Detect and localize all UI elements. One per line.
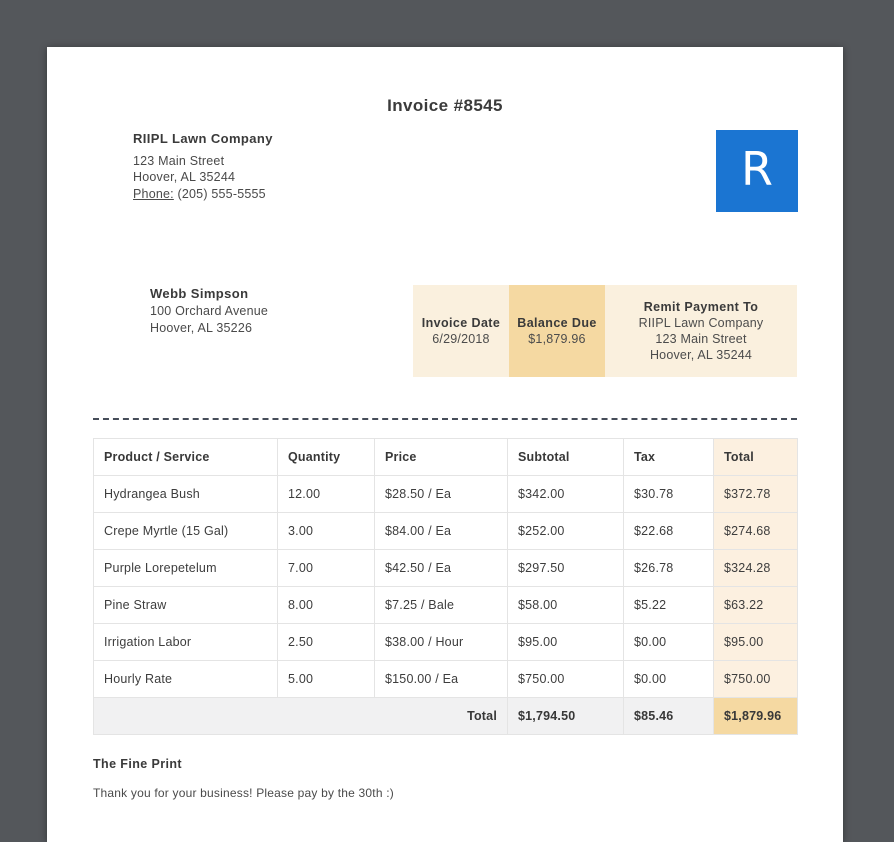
remit-address-line1: 123 Main Street xyxy=(655,332,747,346)
table-cell: Irrigation Labor xyxy=(93,623,278,661)
phone-label: Phone: xyxy=(133,186,174,201)
customer-block: Webb Simpson 100 Orchard Avenue Hoover, … xyxy=(150,285,268,338)
table-cell: $58.00 xyxy=(507,586,624,624)
table-cell: 7.00 xyxy=(277,549,375,587)
table-row: Crepe Myrtle (15 Gal) 3.00 $84.00 / Ea $252… xyxy=(93,512,798,550)
table-cell: $0.00 xyxy=(623,623,714,661)
remit-payment-section: Remit Payment To RIIPL Lawn Company 123 … xyxy=(605,285,797,377)
table-total-row: Total $1,794.50 $85.46 $1,879.96 xyxy=(93,697,798,735)
table-cell: $42.50 / Ea xyxy=(374,549,508,587)
table-cell: $372.78 xyxy=(713,475,798,513)
company-address-line1: 123 Main Street xyxy=(133,153,225,168)
remit-name: RIIPL Lawn Company xyxy=(638,316,764,330)
header-price: Price xyxy=(374,438,508,476)
table-body: Hydrangea Bush 12.00 $28.50 / Ea $342.00 $30… xyxy=(93,475,798,698)
logo-letter: R xyxy=(741,142,773,196)
company-address-line2: Hoover, AL 35244 xyxy=(133,170,236,184)
table-cell: $84.00 / Ea xyxy=(374,512,508,550)
table-cell: $7.25 / Bale xyxy=(374,586,508,624)
fine-print-title: The Fine Print xyxy=(93,757,182,771)
table-cell: 12.00 xyxy=(277,475,375,513)
header-tax: Tax xyxy=(623,438,714,476)
table-row: Hourly Rate 5.00 $150.00 / Ea $750.00 $0.00 $… xyxy=(93,660,798,698)
table-cell: 5.00 xyxy=(277,660,375,698)
table-cell: 2.50 xyxy=(277,623,375,661)
table-cell: $297.50 xyxy=(507,549,624,587)
balance-due-section: Balance Due $1,879.96 xyxy=(509,285,605,377)
total-row-label: Total xyxy=(93,697,508,735)
invoice-page: Invoice #8545 RIIPL Lawn Company 123 Mai… xyxy=(47,47,843,842)
table-cell: $95.00 xyxy=(713,623,798,661)
balance-due-label: Balance Due xyxy=(517,316,597,330)
invoice-date-section: Invoice Date 6/29/2018 xyxy=(413,285,509,377)
company-block: RIIPL Lawn Company 123 Main Street Hoove… xyxy=(133,131,273,203)
table-cell: Hourly Rate xyxy=(93,660,278,698)
table-cell: Hydrangea Bush xyxy=(93,475,278,513)
table-row: Irrigation Labor 2.50 $38.00 / Hour $95.00 $… xyxy=(93,623,798,661)
table-header-row: Product / Service Quantity Price Subtota… xyxy=(93,438,798,476)
table-cell: 8.00 xyxy=(277,586,375,624)
customer-address-line1: 100 Orchard Avenue xyxy=(150,303,269,318)
grand-total-value: $1,879.96 xyxy=(713,697,798,735)
table-cell: $252.00 xyxy=(507,512,624,550)
phone-number: (205) 555-5555 xyxy=(177,186,266,201)
table-cell: $750.00 xyxy=(713,660,798,698)
table-cell: $5.22 xyxy=(623,586,714,624)
table-cell: $95.00 xyxy=(507,623,624,661)
table-cell: $30.78 xyxy=(623,475,714,513)
table-cell: $63.22 xyxy=(713,586,798,624)
balance-due-value: $1,879.96 xyxy=(528,332,586,346)
table-cell: $342.00 xyxy=(507,475,624,513)
customer-name: Webb Simpson xyxy=(150,286,249,301)
table-cell: $750.00 xyxy=(507,660,624,698)
table-row: Pine Straw 8.00 $7.25 / Bale $58.00 $5.22 $63… xyxy=(93,586,798,624)
invoice-summary-box: Invoice Date 6/29/2018 Balance Due $1,87… xyxy=(413,285,797,377)
remit-label: Remit Payment To xyxy=(643,300,759,314)
invoice-date-label: Invoice Date xyxy=(421,316,501,330)
table-cell: Crepe Myrtle (15 Gal) xyxy=(93,512,278,550)
header-product-service: Product / Service xyxy=(93,438,278,476)
table-cell: $28.50 / Ea xyxy=(374,475,508,513)
customer-address-line2: Hoover, AL 35226 xyxy=(150,321,253,335)
table-cell: $38.00 / Hour xyxy=(374,623,508,661)
total-subtotal-value: $1,794.50 xyxy=(507,697,624,735)
table-cell: $150.00 / Ea xyxy=(374,660,508,698)
table-row: Hydrangea Bush 12.00 $28.50 / Ea $342.00 $30… xyxy=(93,475,798,513)
header-quantity: Quantity xyxy=(277,438,375,476)
table-cell: $324.28 xyxy=(713,549,798,587)
company-logo: R xyxy=(716,130,798,212)
page-title: Invoice #8545 xyxy=(387,96,503,115)
table-cell: 3.00 xyxy=(277,512,375,550)
table-cell: $274.68 xyxy=(713,512,798,550)
table-cell: $0.00 xyxy=(623,660,714,698)
invoice-date-value: 6/29/2018 xyxy=(432,332,490,346)
fine-print-body: Thank you for your business! Please pay … xyxy=(93,786,394,800)
total-tax-value: $85.46 xyxy=(623,697,714,735)
table-cell: $26.78 xyxy=(623,549,714,587)
remit-address-line2: Hoover, AL 35244 xyxy=(649,348,753,362)
company-phone: Phone: (205) 555-5555 xyxy=(133,187,273,203)
line-items-table: Product / Service Quantity Price Subtota… xyxy=(93,438,798,735)
table-cell: Pine Straw xyxy=(93,586,278,624)
header-total: Total xyxy=(713,438,798,476)
table-cell: $22.68 xyxy=(623,512,714,550)
table-row: Purple Lorepetelum 7.00 $42.50 / Ea $297.50… xyxy=(93,549,798,587)
dashed-divider xyxy=(93,418,797,420)
header-subtotal: Subtotal xyxy=(507,438,624,476)
company-name: RIIPL Lawn Company xyxy=(133,131,273,146)
table-cell: Purple Lorepetelum xyxy=(93,549,278,587)
